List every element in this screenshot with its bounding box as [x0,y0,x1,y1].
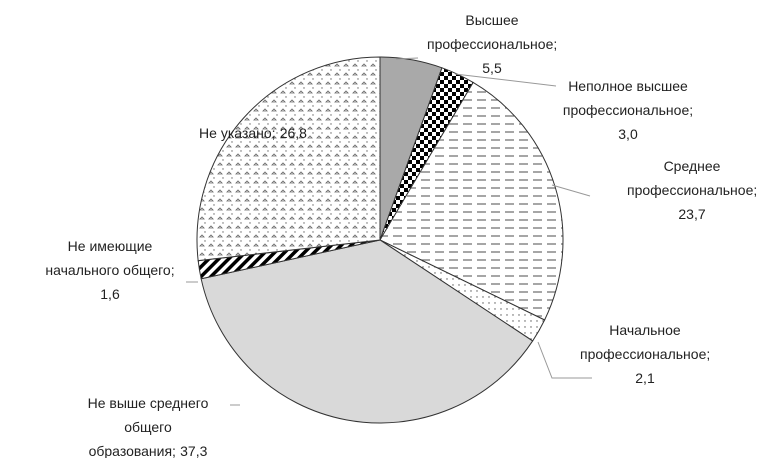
category-label: Начальное профессиональное; [580,322,711,362]
category-label: Не выше среднего общего образования; [87,395,209,458]
pie-slice [196,56,381,262]
category-label: Высшее профессиональное; [427,12,558,52]
data-label: Неполное высшее профессиональное; 3,0 [558,74,698,146]
leader-line [537,341,592,379]
value-label: 1,6 [100,286,120,302]
value-label: 37,3 [180,443,208,458]
category-label: Не имеющие начального общего; [45,238,175,278]
pie-slice [379,81,564,321]
data-label: Начальное профессиональное; 2,1 [580,318,710,390]
category-label: Неполное высшее профессиональное; [562,78,694,118]
value-label: 23,7 [678,206,706,222]
data-label: Не выше среднего общего образования; 37,3 [80,391,216,458]
leader-line [395,57,419,60]
value-label: 5,5 [482,60,502,76]
value-label: 2,1 [635,370,655,386]
value-label: 26,8 [279,125,307,141]
pie-slice [200,239,534,424]
value-label: 3,0 [618,126,638,142]
leader-line [454,73,557,87]
category-label: Среднее профессиональное; [627,158,758,198]
data-label: Не указано; 26,8 [153,121,353,145]
leader-line [551,184,591,197]
data-label: Высшее профессиональное; 5,5 [427,8,557,80]
data-label: Среднее профессиональное; 23,7 [627,154,757,226]
data-label: Не имеющие начального общего; 1,6 [35,234,185,306]
category-label: Не указано; [199,125,276,141]
